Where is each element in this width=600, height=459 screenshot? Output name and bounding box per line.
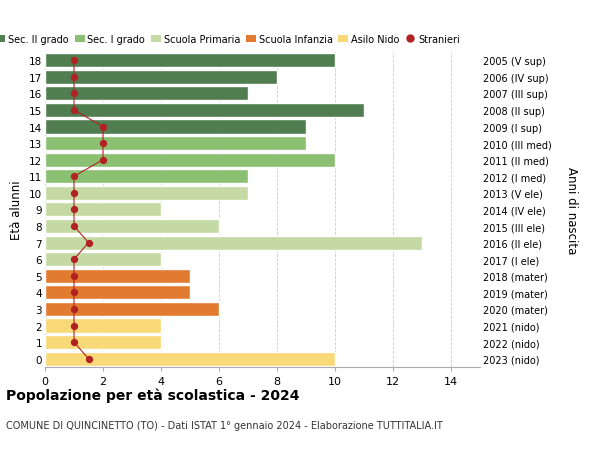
Y-axis label: Età alunni: Età alunni (10, 180, 23, 240)
Bar (45, 236, 422, 250)
Point (69, 322, 79, 330)
Bar (45, 219, 219, 234)
Bar (45, 319, 161, 333)
Text: COMUNE DI QUINCINETTO (TO) - Dati ISTAT 1° gennaio 2024 - Elaborazione TUTTITALI: COMUNE DI QUINCINETTO (TO) - Dati ISTAT … (6, 420, 443, 430)
Bar (45, 252, 161, 267)
Point (69, 207, 79, 214)
Bar (45, 153, 335, 168)
Point (69, 57, 79, 65)
Bar (45, 120, 306, 134)
Point (69, 256, 79, 263)
Point (69, 223, 79, 230)
Bar (45, 170, 248, 184)
Point (84, 240, 94, 247)
Point (69, 190, 79, 197)
Point (69, 306, 79, 313)
Bar (45, 137, 306, 151)
Y-axis label: Anni di nascita: Anni di nascita (565, 167, 578, 253)
Bar (45, 54, 335, 68)
Bar (45, 71, 277, 84)
Bar (45, 302, 219, 316)
Point (69, 173, 79, 180)
Bar (45, 285, 190, 300)
Point (69, 273, 79, 280)
Point (69, 107, 79, 114)
Point (98, 123, 108, 131)
Point (98, 157, 108, 164)
Point (69, 339, 79, 346)
Legend: Sec. II grado, Sec. I grado, Scuola Primaria, Scuola Infanzia, Asilo Nido, Stran: Sec. II grado, Sec. I grado, Scuola Prim… (0, 35, 460, 45)
Point (69, 74, 79, 81)
Point (84, 355, 94, 363)
Bar (45, 336, 161, 349)
Point (69, 90, 79, 98)
Point (69, 289, 79, 297)
Bar (45, 104, 364, 118)
Bar (45, 352, 335, 366)
Bar (45, 203, 161, 217)
Bar (45, 87, 248, 101)
Text: Popolazione per età scolastica - 2024: Popolazione per età scolastica - 2024 (6, 388, 299, 403)
Point (98, 140, 108, 147)
Bar (45, 269, 190, 283)
Bar (45, 186, 248, 201)
